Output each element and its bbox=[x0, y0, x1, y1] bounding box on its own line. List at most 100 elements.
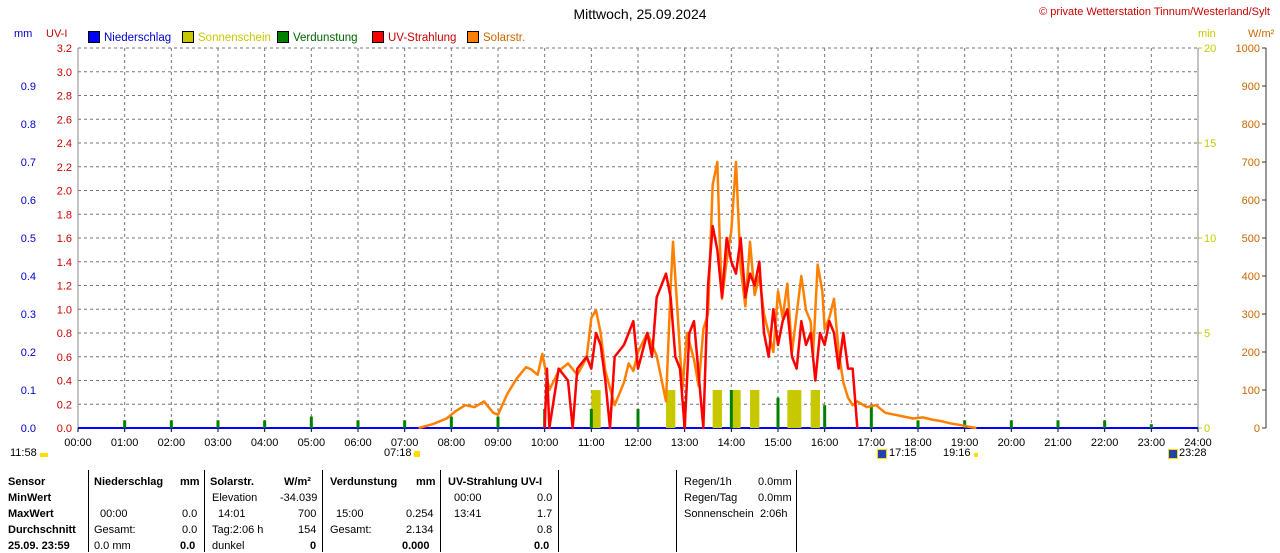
tick-labels: 0.0 0.2 0.4 0.6 0.8 1.0 1.2 1.4 1.6 1.8 2.0 2.2 2.4 2… bbox=[21, 43, 1260, 449]
extra-sun-label: Sonnenschein bbox=[684, 508, 754, 520]
x-tick-label: 22:00 bbox=[1091, 437, 1119, 449]
evaporation-bar bbox=[356, 420, 360, 428]
legend-label-niederschlag: Niederschlag bbox=[104, 32, 172, 44]
unit-min: min bbox=[1198, 28, 1216, 40]
uv-max-value: 1.7 bbox=[537, 508, 553, 520]
legend-swatch-solar bbox=[467, 31, 479, 43]
sunshine-bar bbox=[731, 390, 741, 428]
min-tick-label: 15 bbox=[1204, 138, 1216, 150]
uv-tick-label: 0.0 bbox=[57, 423, 72, 435]
solar-avg-label: Tag:2:06 h bbox=[212, 524, 264, 536]
unit-uv: UV-I bbox=[46, 28, 68, 40]
solar-tick-label: 700 bbox=[1242, 157, 1260, 169]
evap-max-label: 15:00 bbox=[336, 508, 364, 520]
precip-avg-label: Gesamt: bbox=[94, 524, 136, 536]
evaporation-bar bbox=[309, 416, 313, 428]
table-divider bbox=[440, 470, 441, 552]
extra-rain1h-value: 0.0mm bbox=[758, 476, 792, 488]
moonrise-icon bbox=[40, 453, 48, 457]
series-layer bbox=[123, 160, 1153, 430]
legend-sonnenschein: Sonnenschein bbox=[182, 31, 271, 45]
precip-tick-label: 0.2 bbox=[21, 347, 36, 359]
legend-swatch-sonnenschein bbox=[182, 31, 194, 43]
sunrise-time: 07:18 bbox=[384, 447, 412, 459]
uv-min-value: 0.0 bbox=[537, 492, 553, 504]
precip-now-value: 0.0 bbox=[180, 540, 196, 552]
uv-max-label: 13:41 bbox=[454, 508, 482, 520]
evaporation-bar bbox=[1056, 420, 1060, 428]
last-icon bbox=[1168, 449, 1178, 459]
evaporation-bar bbox=[589, 409, 593, 428]
grid bbox=[78, 47, 1198, 428]
precip-tick-label: 0.3 bbox=[21, 309, 36, 321]
uv-header: UV-Strahlung UV-I bbox=[448, 476, 543, 488]
sensor-row-max: MaxWert bbox=[8, 508, 54, 520]
sunshine-bar bbox=[810, 390, 820, 428]
summary-table: Sensor MinWert MaxWert Durchschnitt 25.0… bbox=[0, 470, 1280, 552]
moonset-icon bbox=[877, 449, 887, 459]
evaporation-bar bbox=[869, 405, 873, 428]
legend-label-uv: UV-Strahlung bbox=[388, 32, 457, 44]
sunshine-bar bbox=[787, 390, 802, 428]
solar-tick-label: 100 bbox=[1242, 385, 1260, 397]
precip-max-value: 0.0 bbox=[182, 508, 198, 520]
x-tick-label: 18:00 bbox=[904, 437, 932, 449]
sensor-row-avg: Durchschnitt bbox=[8, 524, 76, 536]
min-tick-label: 0 bbox=[1204, 423, 1210, 435]
solar-max-label: 14:01 bbox=[218, 508, 246, 520]
table-divider bbox=[676, 470, 677, 552]
solar-min-label: Elevation bbox=[212, 492, 258, 504]
table-divider bbox=[88, 470, 89, 552]
precip-tick-label: 0.6 bbox=[21, 195, 36, 207]
solar-now-value: 0 bbox=[310, 540, 317, 552]
sunshine-bar bbox=[666, 390, 676, 428]
unit-mm: mm bbox=[14, 28, 33, 40]
credit-label: © private Wetterstation Tinnum/Westerlan… bbox=[1039, 6, 1270, 18]
solar-now-label: dunkel bbox=[212, 540, 245, 552]
evaporation-bar bbox=[1149, 424, 1153, 428]
min-tick-label: 10 bbox=[1204, 233, 1216, 245]
x-tick-label: 04:00 bbox=[251, 437, 279, 449]
table-divider bbox=[322, 470, 323, 552]
x-tick-label: 16:00 bbox=[811, 437, 839, 449]
solar-unit: W/m² bbox=[284, 476, 311, 488]
last-time: 23:28 bbox=[1179, 447, 1207, 459]
extra-rainday-value: 0.0mm bbox=[758, 492, 792, 504]
uv-tick-label: 1.2 bbox=[57, 281, 72, 293]
uv-tick-label: 3.0 bbox=[57, 67, 72, 79]
x-tick-label: 02:00 bbox=[158, 437, 186, 449]
x-tick-label: 08:00 bbox=[438, 437, 466, 449]
evaporation-bar bbox=[963, 420, 967, 428]
precip-now-label: 0.0 mm bbox=[94, 540, 131, 552]
legend-swatch-uv bbox=[372, 31, 384, 43]
precip-tick-label: 0.7 bbox=[21, 157, 36, 169]
precip-tick-label: 0.1 bbox=[21, 385, 36, 397]
precip-tick-label: 0.4 bbox=[21, 271, 36, 283]
solar-tick-label: 600 bbox=[1242, 195, 1260, 207]
precip-header: Niederschlag bbox=[94, 476, 164, 488]
uv-tick-label: 1.8 bbox=[57, 209, 72, 221]
evaporation-bar bbox=[636, 409, 640, 428]
solar-header: Solarstr. bbox=[210, 476, 255, 488]
uv-tick-label: 1.6 bbox=[57, 233, 72, 245]
uv-tick-label: 1.4 bbox=[57, 257, 72, 269]
legend-verdunstung: Verdunstung bbox=[277, 31, 358, 45]
uv-tick-label: 1.0 bbox=[57, 304, 72, 316]
legend-niederschlag: Niederschlag bbox=[88, 31, 171, 45]
evap-header: Verdunstung bbox=[330, 476, 398, 488]
moonset-time: 17:15 bbox=[889, 447, 917, 459]
legend-swatch-niederschlag bbox=[88, 31, 100, 43]
weather-chart: 0.0 0.2 0.4 0.6 0.8 1.0 1.2 1.4 1.6 1.8 2.0 2.2 2.4 2… bbox=[21, 43, 1267, 449]
uv-tick-label: 0.2 bbox=[57, 399, 72, 411]
x-tick-label: 21:00 bbox=[1044, 437, 1072, 449]
precip-max-label: 00:00 bbox=[100, 508, 128, 520]
precip-unit: mm bbox=[180, 476, 200, 488]
solar-tick-label: 1000 bbox=[1236, 43, 1260, 55]
evaporation-bar bbox=[823, 405, 827, 428]
credit-text: © private Wetterstation Tinnum/Westerlan… bbox=[1039, 6, 1270, 18]
solar-tick-label: 500 bbox=[1242, 233, 1260, 245]
chart-title: Mittwoch, 25.09.2024 bbox=[573, 6, 707, 22]
x-tick-label: 06:00 bbox=[344, 437, 372, 449]
solar-series-line bbox=[418, 160, 977, 430]
evaporation-bar bbox=[169, 420, 173, 428]
